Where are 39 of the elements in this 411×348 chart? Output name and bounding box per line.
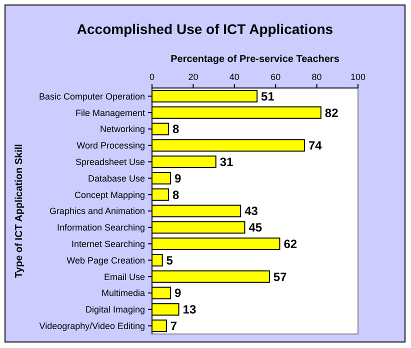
data-label: 62 [284, 237, 298, 251]
data-label: 7 [170, 319, 178, 333]
data-label: 8 [172, 122, 180, 136]
y-tick-label: Database Use [88, 173, 145, 184]
data-label: 13 [182, 302, 196, 317]
y-tick-label: Word Processing [76, 140, 145, 151]
data-label: 51 [261, 89, 275, 104]
data-label: 57 [273, 270, 288, 284]
x-tick-label: 40 [229, 72, 240, 82]
x-tick-label: 80 [312, 72, 322, 82]
x-axis-title: Percentage of Pre-service Teachers [170, 54, 340, 65]
y-tick-label: Spreadsheet Use [75, 156, 145, 167]
y-tick-label: Email Use [104, 272, 145, 282]
y-tick-label: Graphics and Animation [49, 206, 145, 216]
y-tick-label: Videography/Video Editing [39, 320, 145, 331]
x-tick-label: 20 [188, 72, 198, 82]
data-label: 45 [248, 220, 262, 235]
y-tick-label: Digital Imaging [85, 304, 145, 315]
x-tick-label: 60 [270, 72, 281, 82]
y-axis-title: Type of ICT Application Skill [14, 144, 25, 278]
data-label: 43 [244, 204, 258, 218]
y-tick-label: Networking [100, 124, 145, 134]
y-tick-label: File Management [75, 108, 146, 118]
data-label: 9 [174, 286, 182, 300]
y-tick-label: Information Searching [56, 222, 145, 233]
data-label: 82 [324, 106, 339, 120]
x-tick-label: 100 [350, 72, 366, 82]
y-tick-label: Concept Mapping [74, 190, 145, 200]
data-label: 8 [172, 188, 180, 202]
y-tick-label: Internet Searching [71, 238, 145, 249]
data-label: 31 [220, 155, 234, 169]
y-tick-label: Multimedia [101, 288, 145, 298]
chart-title: Accomplished Use of ICT Applications [76, 21, 334, 37]
y-tick-label: Basic Computer Operation [38, 91, 145, 102]
y-tick-label: Web Page Creation [66, 255, 145, 266]
data-label: 5 [166, 253, 174, 268]
data-label: 74 [308, 138, 322, 153]
x-tick-label: 0 [149, 72, 155, 82]
data-label: 9 [174, 171, 182, 186]
